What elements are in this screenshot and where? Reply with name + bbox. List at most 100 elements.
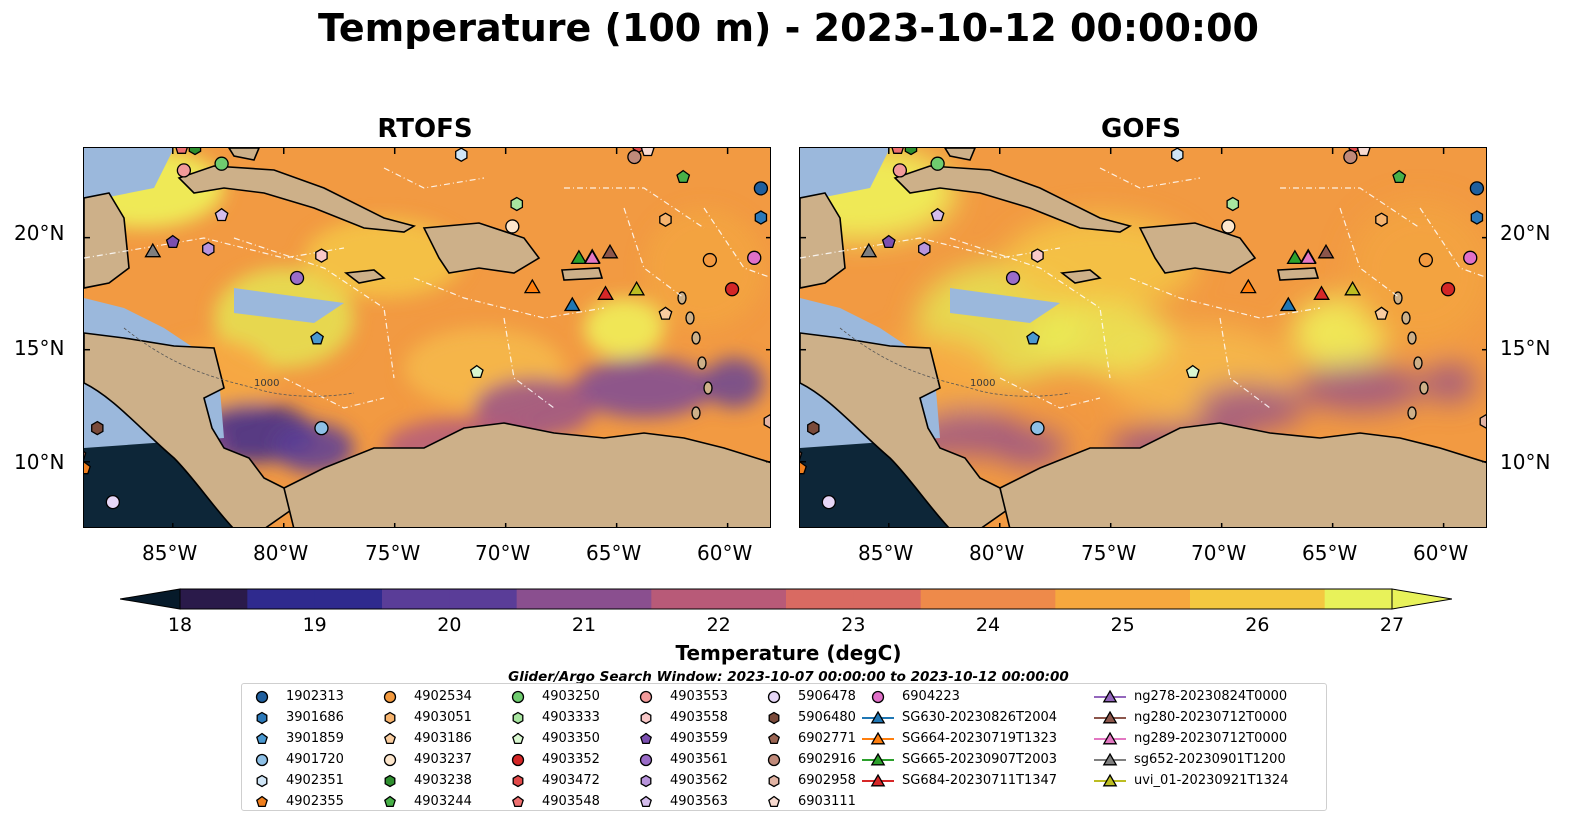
marker-ng280-20230712T0000	[1317, 243, 1335, 259]
colorbar-tick-label: 20	[437, 614, 462, 636]
marker-4902351	[1171, 148, 1184, 162]
lon-tick-65w: 65°W	[586, 541, 642, 565]
legend-item: 3901859	[242, 728, 344, 749]
legend-symbol-icon	[1094, 752, 1126, 766]
legend-marker-icon	[871, 690, 885, 704]
land-yucatan	[84, 192, 130, 289]
colorbar-step	[786, 589, 854, 609]
legend-label: 6902771	[798, 731, 856, 746]
marker-5906478	[105, 494, 121, 510]
lat-tick-15-left: 15°N	[14, 336, 65, 360]
legend-item: 4903548	[498, 791, 600, 812]
marker-1902313	[1469, 181, 1485, 196]
legend-label: 4901720	[286, 752, 344, 767]
marker-sg652-20230901T1200	[860, 242, 878, 258]
legend-item: 4903553	[626, 686, 728, 707]
legend-marker-icon	[640, 711, 652, 725]
marker-4903352	[1440, 282, 1456, 297]
marker-SG684-20230711T1347	[597, 285, 614, 300]
marker-4901720	[1030, 420, 1045, 436]
legend-label: 3901686	[286, 710, 344, 725]
legend-symbol-icon	[511, 753, 525, 767]
legend-marker-icon	[768, 795, 780, 808]
colorbar-step	[516, 589, 585, 609]
legend-marker-icon	[870, 731, 886, 745]
marker-4903352	[724, 282, 740, 297]
colorbar-step	[1324, 589, 1393, 609]
land-puerto-rico	[561, 267, 604, 281]
colorbar-tick-label: 26	[1245, 614, 1270, 636]
legend-label: 4902351	[286, 773, 344, 788]
legend-label: ng280-20230712T0000	[1134, 710, 1288, 725]
legend-symbol-icon	[384, 732, 396, 745]
legend-symbol-icon	[862, 710, 894, 724]
legend-symbol-icon	[256, 795, 268, 808]
marker-6903111	[1356, 148, 1371, 157]
legend-label: 4903548	[542, 794, 600, 809]
legend-marker-icon	[256, 711, 268, 725]
legend-item: 4903237	[370, 749, 472, 770]
legend-label: ng289-20230712T0000	[1134, 731, 1288, 746]
eez-boundary	[1280, 187, 1421, 229]
legend-marker-icon	[870, 773, 886, 787]
legend-label: 4903472	[542, 773, 600, 788]
legend-item: ng280-20230712T0000	[1090, 707, 1287, 728]
legend-symbol-icon	[639, 690, 653, 704]
legend-item: SG664-20230719T1323	[858, 728, 1057, 749]
eez-boundary	[1219, 317, 1271, 409]
land-hispaniola	[422, 222, 541, 274]
marker-6903111	[640, 148, 655, 157]
marker-4903558	[1031, 248, 1044, 263]
legend-label: 4903238	[414, 773, 472, 788]
lon-tick-75w: 75°W	[365, 541, 421, 565]
legend-label: 4902355	[286, 794, 344, 809]
legend-symbol-icon	[255, 753, 269, 767]
land-lesser-antilles	[691, 331, 701, 345]
eez-boundary	[383, 167, 485, 189]
legend-label: 4903237	[414, 752, 472, 767]
legend-item: 1902313	[242, 686, 344, 707]
legend-item: 4903333	[498, 707, 600, 728]
colorbar-step	[1122, 589, 1191, 609]
marker-4903333	[510, 196, 524, 212]
marker-4902355	[84, 461, 91, 475]
legend-marker-icon	[383, 753, 397, 767]
legend-symbol-icon	[768, 732, 780, 745]
legend-label: uvi_01-20230921T1324	[1134, 773, 1289, 788]
marker-3901859	[310, 331, 324, 345]
legend-label: SG664-20230719T1323	[902, 731, 1058, 746]
legend-item: 4903352	[498, 749, 600, 770]
legend-symbol-icon	[1094, 773, 1126, 787]
marker-SG664-20230719T1323	[1239, 278, 1257, 294]
legend-symbol-icon	[384, 774, 396, 788]
lon-tick-75w: 75°W	[1081, 541, 1137, 565]
legend-label: SG630-20230826T2004	[902, 710, 1058, 725]
legend-item: uvi_01-20230921T1324	[1090, 770, 1288, 791]
legend-symbol-icon	[768, 795, 780, 808]
marker-1902313	[753, 181, 769, 196]
lat-tick-20-left: 20°N	[14, 221, 65, 245]
legend-marker-icon	[1102, 710, 1118, 724]
legend-symbol-icon	[1094, 731, 1126, 745]
land-central-america	[84, 332, 296, 527]
marker-6902916	[627, 149, 642, 165]
colorbar-step	[180, 589, 248, 609]
legend-symbol-icon	[512, 732, 524, 745]
marker-4901720	[314, 420, 329, 436]
legend-item: 4903238	[370, 770, 472, 791]
marker-6902771	[84, 450, 87, 461]
land-cuba	[177, 165, 417, 233]
colorbar-tick-label: 23	[841, 614, 866, 636]
legend-marker-icon	[870, 710, 886, 724]
lon-tick-65w: 65°W	[1302, 541, 1358, 565]
legend-label: 4903562	[670, 773, 728, 788]
marker-4902534	[702, 252, 718, 268]
eez-boundary	[800, 237, 1061, 259]
legend-marker-icon	[640, 795, 652, 808]
land-central-america	[800, 332, 1012, 527]
colorbar-frame	[179, 588, 1393, 610]
legend-label: 4903559	[670, 731, 728, 746]
lon-tick-70w: 70°W	[475, 541, 531, 565]
legend-item: 4902351	[242, 770, 344, 791]
legend-marker-icon	[639, 753, 653, 767]
